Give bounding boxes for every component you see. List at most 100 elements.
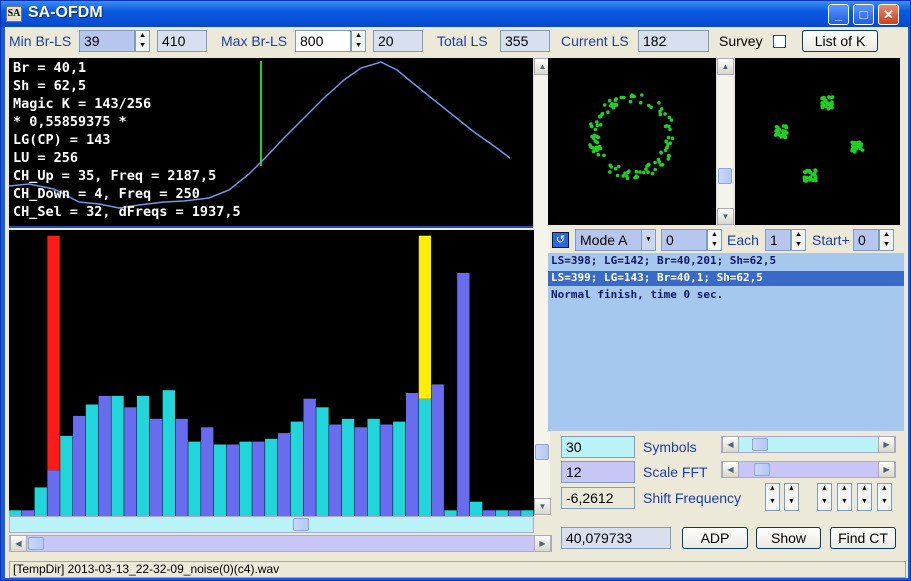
each-input[interactable]: 1 <box>765 229 791 251</box>
constellation-point <box>593 139 597 143</box>
close-button[interactable]: ✕ <box>878 4 899 25</box>
scroll-right-icon[interactable]: ▶ <box>534 535 551 552</box>
spin-down-icon[interactable]: ▼ <box>769 498 776 505</box>
spin-up-icon[interactable]: ▲ <box>711 231 718 238</box>
scroll-thumb[interactable] <box>28 537 44 550</box>
shift-spinner-6[interactable]: ▲ ▼ <box>877 483 892 511</box>
spin-up-icon[interactable]: ▲ <box>881 485 888 492</box>
reset-icon[interactable]: ↺ <box>552 232 569 248</box>
start-input[interactable]: 0 <box>853 229 879 251</box>
scale-fft-slider[interactable]: ◀ ▶ <box>721 461 896 478</box>
constellation-point <box>774 125 779 129</box>
mode-value-spinner[interactable]: ▲ ▼ <box>707 229 722 251</box>
spin-down-icon[interactable]: ▼ <box>841 498 848 505</box>
symbols-slider[interactable]: ◀ ▶ <box>721 436 896 453</box>
min-br-ls-spinner[interactable]: ▲ ▼ <box>135 30 150 52</box>
mode-value-input[interactable]: 0 <box>661 229 707 251</box>
min-br-ls-input[interactable]: 39 <box>79 30 135 52</box>
minimize-button[interactable]: _ <box>828 4 849 25</box>
show-button[interactable]: Show <box>756 527 821 549</box>
spin-up-icon[interactable]: ▲ <box>841 485 848 492</box>
spin-down-icon[interactable]: ▼ <box>881 498 888 505</box>
spectrum-bar <box>73 415 86 516</box>
spin-down-icon[interactable]: ▼ <box>795 241 802 248</box>
constellation-point <box>860 148 865 152</box>
constellation-point <box>614 97 618 101</box>
slider-thumb[interactable] <box>754 463 770 476</box>
constellation-point <box>666 135 671 140</box>
constellation-point <box>611 105 616 109</box>
spectrum-bar <box>124 407 137 516</box>
spin-down-icon[interactable]: ▼ <box>139 42 146 49</box>
find-ct-button[interactable]: Find CT <box>830 527 896 549</box>
scroll-down-icon[interactable]: ▼ <box>534 498 551 515</box>
scroll-left-icon[interactable]: ◀ <box>10 535 27 552</box>
slider-thumb[interactable] <box>752 438 768 451</box>
bottom-hscroll[interactable]: ◀ ▶ <box>9 535 552 552</box>
scale-fft-input[interactable]: 12 <box>561 461 635 483</box>
survey-checkbox[interactable] <box>773 35 786 48</box>
constellation-point <box>657 160 661 164</box>
shift-spinner-3[interactable]: ▲ ▼ <box>817 483 832 511</box>
maximize-button[interactable]: □ <box>853 4 874 25</box>
spin-down-icon[interactable]: ▼ <box>711 241 718 248</box>
log-row[interactable]: LS=399; LG=143; Br=40,1; Sh=62,5 <box>548 271 904 286</box>
log-row[interactable]: Normal finish, time 0 sec. <box>551 288 724 301</box>
list-of-k-button[interactable]: List of K <box>802 30 878 52</box>
spin-up-icon[interactable]: ▲ <box>139 32 146 39</box>
scroll-right-icon[interactable]: ▶ <box>878 461 895 478</box>
spin-up-icon[interactable]: ▲ <box>883 231 890 238</box>
scroll-right-icon[interactable]: ▶ <box>878 436 895 453</box>
constellation-vscroll[interactable]: ▲ ▼ <box>716 58 734 225</box>
scroll-thumb[interactable] <box>718 168 732 184</box>
constellation-point <box>647 103 651 108</box>
shift-spinner-4[interactable]: ▲ ▼ <box>837 483 852 511</box>
current-ls-value: 182 <box>638 30 709 52</box>
spin-up-icon[interactable]: ▲ <box>788 485 795 492</box>
spectrum-bar <box>354 427 367 516</box>
shift-spinner-5[interactable]: ▲ ▼ <box>857 483 872 511</box>
spectrum-bar <box>457 272 470 516</box>
spin-down-icon[interactable]: ▼ <box>861 498 868 505</box>
start-spinner[interactable]: ▲ ▼ <box>879 229 894 251</box>
scroll-thumb[interactable] <box>293 518 309 531</box>
spin-down-icon[interactable]: ▼ <box>355 42 362 49</box>
spin-down-icon[interactable]: ▼ <box>883 241 890 248</box>
scroll-thumb[interactable] <box>535 444 549 460</box>
constellation-point <box>614 103 619 107</box>
scroll-left-icon[interactable]: ◀ <box>722 461 739 478</box>
spin-down-icon[interactable]: ▼ <box>788 498 795 505</box>
spectrum-bar <box>213 444 227 516</box>
spectrum-bar <box>316 407 329 516</box>
constellation-point <box>774 128 778 133</box>
max-br-ls-spinner[interactable]: ▲ ▼ <box>351 30 366 52</box>
spectrum-hscroll[interactable] <box>9 516 534 533</box>
terminal-line: CH_Down = 4, Freq = 250 <box>13 186 200 202</box>
each-spinner[interactable]: ▲ ▼ <box>791 229 806 251</box>
spin-up-icon[interactable]: ▲ <box>355 32 362 39</box>
shift-spinner-2[interactable]: ▲ ▼ <box>784 483 799 511</box>
scroll-left-icon[interactable]: ◀ <box>722 436 739 453</box>
shift-spinner-1[interactable]: ▲ ▼ <box>765 483 780 511</box>
spectrum-bar <box>47 470 60 516</box>
constellation-point <box>811 172 816 177</box>
log-list[interactable]: LS=398; LG=142; Br=40,201; Sh=62,5 LS=399… <box>548 253 904 431</box>
mode-dropdown-icon[interactable]: ▼ <box>641 229 656 251</box>
title-bar[interactable]: SA SA-OFDM _ □ ✕ <box>1 1 910 27</box>
spin-up-icon[interactable]: ▲ <box>769 485 776 492</box>
scroll-down-icon[interactable]: ▼ <box>717 208 734 225</box>
spin-up-icon[interactable]: ▲ <box>795 231 802 238</box>
log-row[interactable]: LS=398; LG=142; Br=40,201; Sh=62,5 <box>551 254 777 267</box>
spectrum-bar <box>252 441 265 516</box>
constellation-point <box>808 175 813 179</box>
spin-up-icon[interactable]: ▲ <box>861 485 868 492</box>
constellation-point <box>591 146 596 150</box>
spin-up-icon[interactable]: ▲ <box>821 485 828 492</box>
adp-button[interactable]: ADP <box>682 527 748 549</box>
scroll-up-icon[interactable]: ▲ <box>717 58 734 75</box>
spin-down-icon[interactable]: ▼ <box>821 498 828 505</box>
symbols-input[interactable]: 30 <box>561 436 635 458</box>
mode-select[interactable]: Mode A <box>575 229 643 251</box>
max-br-ls-input[interactable]: 800 <box>295 30 351 52</box>
